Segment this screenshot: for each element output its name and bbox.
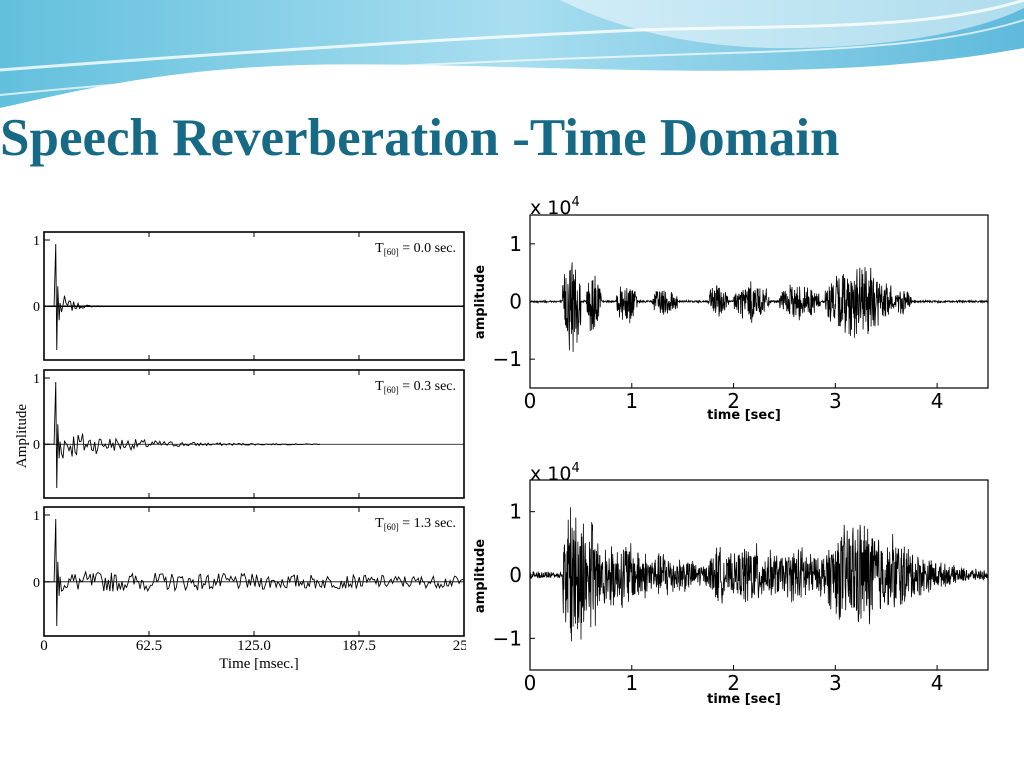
x-axis-label: Time [msec.]	[219, 656, 298, 670]
y-tick-label: 1	[33, 234, 40, 249]
y-axis-label: amplitude	[473, 265, 488, 339]
x-tick-label: 2	[727, 389, 740, 413]
y-tick-label: 1	[33, 372, 40, 387]
x-tick-label: 187.5	[342, 638, 376, 654]
y-tick-label: 1	[509, 500, 522, 524]
y-tick-label: 0	[33, 300, 40, 315]
impulse-response-trace	[44, 518, 464, 627]
x-tick-label: 250	[453, 638, 470, 654]
y-tick-label: 0	[33, 438, 40, 453]
x-tick-label: 3	[829, 389, 842, 413]
y-tick-label: 1	[33, 509, 40, 524]
x-axis-label: time [sec]	[707, 408, 781, 422]
t60-annotation: T[60] = 1.3 sec.	[375, 516, 456, 532]
y-tick-label: 1	[509, 232, 522, 256]
y-tick-label: 0	[509, 290, 522, 314]
t60-annotation: T[60] = 0.0 sec.	[375, 241, 456, 257]
x-tick-label: 62.5	[136, 638, 162, 654]
y-tick-label: 0	[33, 576, 40, 591]
y-multiplier-label: x 104	[530, 195, 580, 219]
y-tick-label: −1	[493, 347, 522, 371]
dry-speech-waveform: 0 1 2 3 410−1 x 104 time [sec] amplitude	[466, 192, 992, 422]
x-axis-label: time [sec]	[707, 692, 781, 707]
y-axis-label: amplitude	[473, 539, 488, 613]
x-tick-label: 0	[524, 389, 537, 413]
y-axis-label: Amplitude	[14, 404, 30, 469]
x-tick-label: 1	[625, 389, 638, 413]
x-tick-label: 125.0	[237, 638, 271, 654]
slide-title: Speech Reverberation -Time Domain	[0, 109, 840, 167]
x-tick-label: 0	[524, 671, 537, 695]
x-tick-label: 2	[727, 671, 740, 695]
reverberant-speech-waveform: 0 1 2 3 410−1 x 104 time [sec] amplitude	[466, 458, 992, 708]
impulse-response-trace	[44, 243, 145, 351]
x-tick-label: 4	[931, 671, 944, 695]
y-tick-label: 0	[509, 563, 522, 587]
x-tick-label: 0	[40, 638, 48, 654]
speech-waveform-trace	[529, 507, 989, 642]
y-tick-label: −1	[493, 626, 522, 650]
y-multiplier-label: x 104	[530, 461, 580, 485]
speech-waveform-trace	[529, 262, 989, 352]
impulse-response-trace	[44, 381, 321, 489]
x-tick-label: 4	[931, 389, 944, 413]
decorative-wave-banner	[0, 0, 1024, 108]
t60-annotation: T[60] = 0.3 sec.	[375, 379, 456, 395]
x-tick-label: 3	[829, 671, 842, 695]
impulse-response-chart: 1 0 T[60] = 0.0 sec. 1 0 T[60] = 0.3 sec. 1 0 T[…	[14, 222, 470, 670]
x-tick-label: 1	[625, 671, 638, 695]
